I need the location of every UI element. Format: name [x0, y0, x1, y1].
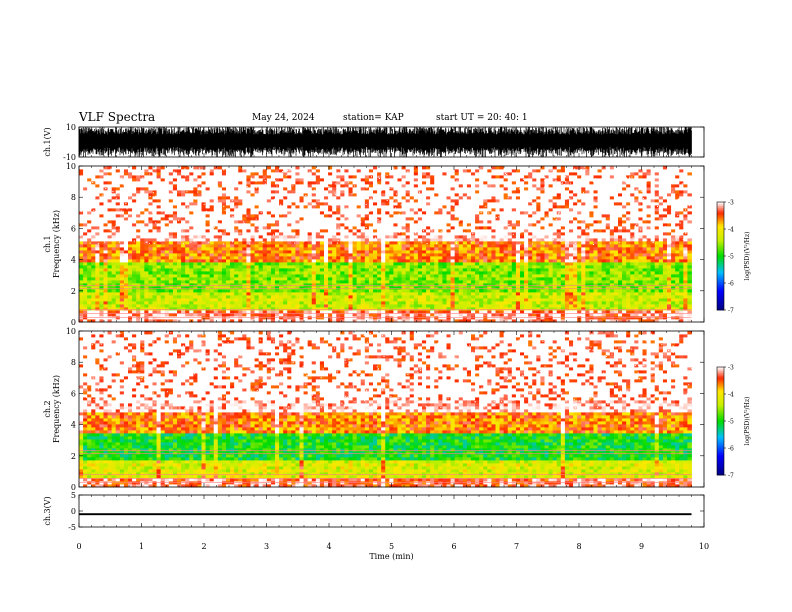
ch2-spectrogram-ytick-4: 8	[71, 358, 76, 367]
xaxis-tick-0: 0	[76, 542, 81, 551]
ch2-spectrogram-ylabel-1: Frequency (kHz)	[52, 375, 61, 443]
ch1-spectrogram-ytick-2: 4	[71, 256, 76, 265]
ch3-waveform-ytick-0: 5	[71, 491, 76, 500]
ch1-waveform-ylabel-0: ch.1(V)	[43, 127, 52, 156]
xaxis-tick-1: 1	[139, 542, 144, 551]
ch1-waveform-ytick-1: -10	[63, 153, 76, 162]
ch2-spectrogram-colorbar-tick-2: -5	[728, 419, 734, 426]
ch2-spectrogram-colorbar-label: log(PSD)(V²/Hz)	[744, 397, 751, 446]
ch2-spectrogram-ylabel-0: ch.2	[43, 400, 52, 417]
ch1-spectrogram-colorbar-tick-3: -6	[728, 281, 734, 288]
ch2-spectrogram-colorbar-tick-3: -6	[728, 446, 734, 453]
xaxis-label: Time (min)	[369, 552, 413, 561]
xaxis-tick-2: 2	[201, 542, 206, 551]
chart-title: VLF Spectra	[79, 110, 156, 124]
station-label: station= KAP	[343, 113, 404, 123]
ch1-spectrogram-colorbar-tick-1: -4	[728, 227, 734, 234]
ch3-waveform-trace	[79, 513, 692, 516]
ch2-spectrogram-ytick-1: 2	[71, 452, 76, 461]
date-label: May 24, 2024	[252, 113, 315, 123]
ch1-spectrogram-ytick-5: 10	[66, 162, 76, 171]
ch2-spectrogram-ytick-0: 0	[71, 483, 76, 492]
ch1-spectrogram-colorbar-label: log(PSD)(V²/Hz)	[744, 232, 751, 281]
start-time-label: start UT = 20: 40: 1	[436, 113, 528, 123]
ch1-spectrogram-ytick-0: 0	[71, 318, 76, 327]
xaxis-tick-10: 10	[699, 542, 709, 551]
ch1-spectrogram-colorbar-tick-2: -5	[728, 254, 734, 261]
ch1-spectrogram-colorbar	[716, 201, 726, 311]
ch1-spectrogram-ylabel-0: ch.1	[43, 235, 52, 252]
ch2-spectrogram-colorbar-tick-1: -4	[728, 392, 734, 399]
ch1-spectrogram-ytick-4: 8	[71, 193, 76, 202]
xaxis-tick-6: 6	[451, 542, 456, 551]
xaxis-tick-7: 7	[514, 542, 519, 551]
ch2-spectrogram-colorbar-tick-4: -7	[728, 473, 734, 480]
ch3-waveform-frame	[78, 494, 705, 528]
xaxis-tick-5: 5	[389, 542, 394, 551]
ch2-spectrogram-ytick-2: 4	[71, 421, 76, 430]
ch2-spectrogram-cells	[79, 331, 693, 488]
ch2-spectrogram-ytick-5: 10	[66, 327, 76, 336]
ch1-spectrogram-ytick-3: 6	[71, 224, 76, 233]
ch2-spectrogram-ytick-3: 6	[71, 389, 76, 398]
ch2-spectrogram-colorbar	[716, 366, 726, 476]
ch1-spectrogram-ytick-1: 2	[71, 287, 76, 296]
ch3-waveform-ylabel-0: ch.3(V)	[43, 496, 52, 525]
ch1-spectrogram-colorbar-tick-4: -7	[728, 308, 734, 315]
ch1-spectrogram-colorbar-tick-0: -3	[728, 200, 734, 207]
xaxis-tick-8: 8	[576, 542, 581, 551]
ch1-spectrogram-ylabel-1: Frequency (kHz)	[52, 210, 61, 278]
xaxis-tick-9: 9	[639, 542, 644, 551]
ch3-waveform-ytick-1: 0	[71, 507, 76, 516]
xaxis-tick-4: 4	[326, 542, 331, 551]
ch3-waveform-ytick-2: -5	[68, 523, 76, 532]
ch1-spectrogram-cells	[79, 166, 693, 323]
xaxis-tick-3: 3	[264, 542, 269, 551]
ch1-waveform-trace	[78, 127, 692, 157]
ch1-waveform-ytick-0: 10	[66, 123, 76, 132]
ch2-spectrogram-colorbar-tick-0: -3	[728, 365, 734, 372]
